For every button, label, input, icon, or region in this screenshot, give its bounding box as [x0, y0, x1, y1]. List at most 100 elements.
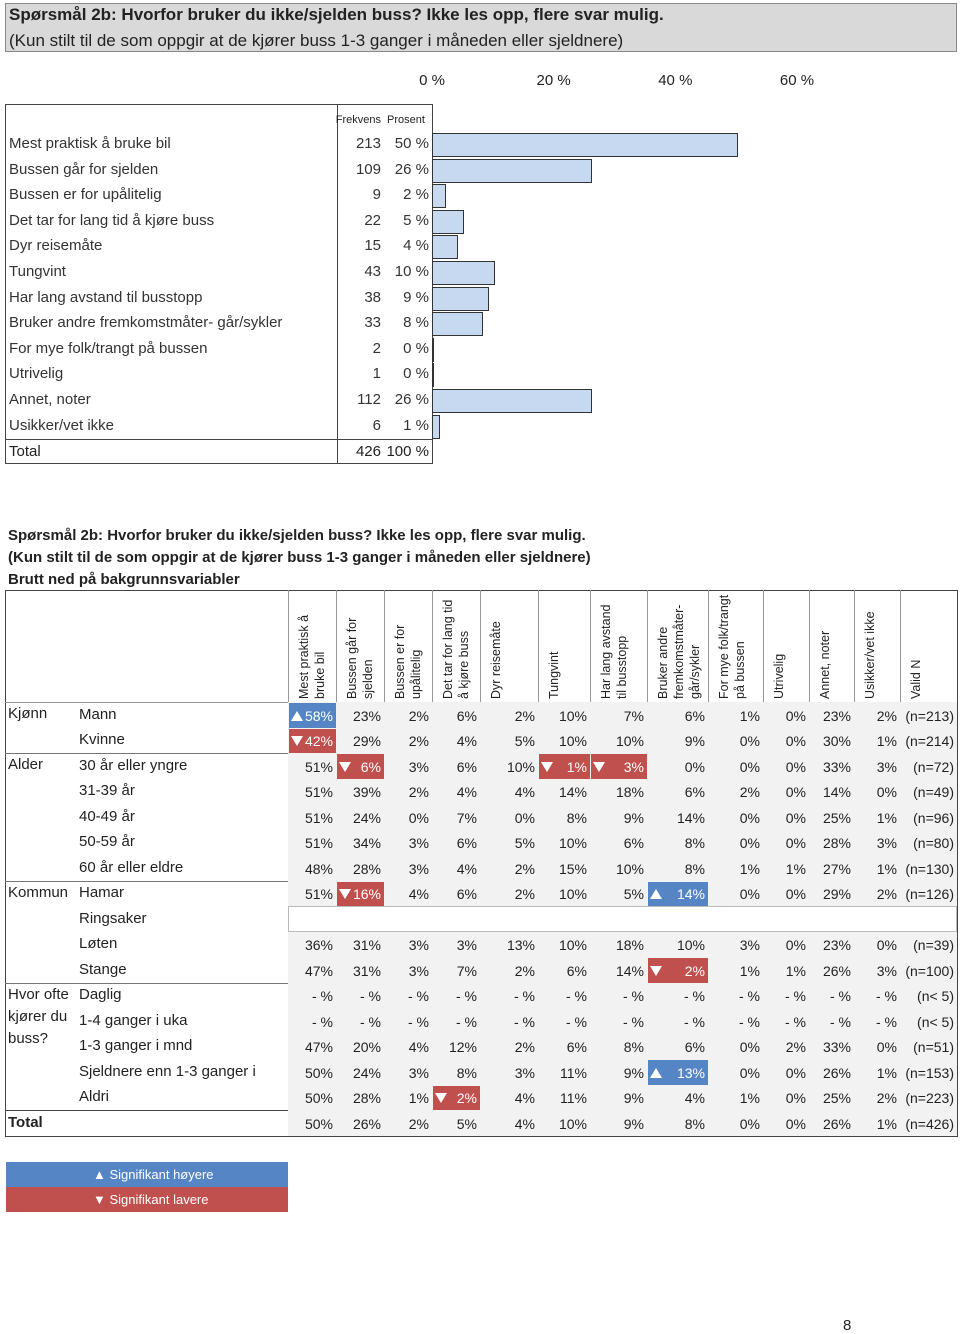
cell-value: (n< 5)	[917, 1013, 954, 1030]
cell-value: 3%	[408, 758, 429, 775]
bar	[432, 363, 434, 388]
percent: 26 %	[394, 391, 429, 408]
cell-value: 0%	[876, 784, 897, 801]
arrow-icon	[339, 889, 351, 900]
row-background	[288, 1059, 957, 1085]
column-header-cell: Bussen er for upålitelig	[384, 593, 432, 701]
frequency: 38	[364, 288, 381, 306]
column-header: Annet, noter	[818, 630, 832, 699]
legend-box	[6, 1162, 288, 1187]
cell-value: - %	[623, 988, 644, 1005]
column-header: Bussen går for sjelden	[345, 617, 375, 699]
cell-value: 6%	[566, 1039, 587, 1056]
row-label: 1-4 ganger i uka	[79, 1011, 188, 1029]
cell-value: 42%	[304, 733, 333, 750]
cell-value: - %	[623, 1013, 644, 1030]
row-background	[288, 727, 957, 753]
sig-arrow	[593, 760, 605, 772]
cell-value: 3%	[514, 1064, 535, 1081]
cell-value: (n=214)	[905, 733, 954, 750]
frequency: 22	[364, 211, 381, 229]
sig-arrow	[291, 709, 303, 721]
cell-value: (n=49)	[913, 784, 954, 801]
cell-value: 34%	[352, 835, 381, 852]
frequency: 9	[372, 186, 381, 204]
cell-value: 47%	[304, 1039, 333, 1056]
cell-value: 16%	[352, 886, 381, 903]
crosstab-title: Brutt ned på bakgrunnsvariabler	[8, 571, 240, 588]
cell-value: 18%	[615, 784, 644, 801]
header-divider	[538, 590, 539, 702]
row-background	[288, 778, 957, 804]
cell-value: 51%	[304, 886, 333, 903]
cell-value: 2%	[408, 733, 429, 750]
cell-value: (n=39)	[913, 937, 954, 954]
cell-value: 27%	[822, 860, 851, 877]
bar	[432, 209, 465, 234]
cell-value: 9%	[623, 809, 644, 826]
group-label: Kjønn	[8, 705, 48, 722]
cell-value: (n=426)	[905, 1115, 954, 1132]
cell-value: 13%	[676, 1064, 705, 1081]
cell-value: 10%	[558, 733, 587, 750]
column-header-cell: Annet, noter	[809, 593, 854, 701]
cell-value: 14%	[558, 784, 587, 801]
row-background	[288, 880, 957, 906]
cell-value: 10%	[558, 707, 587, 724]
row-background	[288, 804, 957, 830]
percent: 10 %	[394, 263, 429, 280]
cell-value: (n=100)	[905, 962, 954, 979]
cell-value: 51%	[304, 758, 333, 775]
cell-value: 1%	[739, 707, 760, 724]
cell-value: 0%	[785, 1064, 806, 1081]
cell-value: - %	[684, 1013, 705, 1030]
cell-value: 0%	[785, 937, 806, 954]
sig-arrow	[291, 734, 303, 747]
row-label: Aldri	[79, 1088, 110, 1106]
cell-value: 6%	[684, 784, 705, 801]
column-header-cell: Tungvint	[538, 593, 590, 701]
cell-value: - %	[312, 988, 333, 1005]
cell-value: 51%	[304, 784, 333, 801]
column-header: Valid N	[909, 659, 923, 699]
cell-value: 0%	[785, 707, 806, 724]
header-divider	[708, 590, 709, 702]
cell-value: 1%	[739, 860, 760, 877]
cell-value: 7%	[456, 962, 477, 979]
header-divider	[288, 590, 289, 702]
row-label: Bussen går for sjelden	[9, 160, 159, 178]
cell-value: 2%	[408, 1115, 429, 1132]
column-header: Frekvens	[335, 114, 381, 126]
cell-value: 4%	[514, 1115, 535, 1132]
cell-value: 6%	[684, 1039, 705, 1056]
cell-value: 0%	[684, 758, 705, 775]
cell-value: 8%	[566, 809, 587, 826]
cell-value: 2%	[876, 886, 897, 903]
x-tick-label: 40 %	[658, 72, 693, 89]
row-label: 1-3 ganger i mnd	[79, 1037, 193, 1055]
cell-value: - %	[830, 988, 851, 1005]
group-label: Alder	[8, 756, 44, 773]
cell-value: 51%	[304, 809, 333, 826]
cell-value: 47%	[304, 962, 333, 979]
cell-value: 50%	[304, 1090, 333, 1107]
cell-value: 7%	[456, 809, 477, 826]
cell-value: 5%	[514, 733, 535, 750]
row-background	[288, 855, 957, 881]
cell-value: 1%	[876, 1064, 897, 1081]
empty-row	[288, 906, 957, 932]
header-divider	[763, 590, 764, 702]
row-background	[288, 982, 957, 1008]
cell-value: 3%	[623, 758, 644, 775]
cell-value: 26%	[822, 1064, 851, 1081]
cell-value: 8%	[456, 1064, 477, 1081]
cell-value: 23%	[822, 707, 851, 724]
row-label: Det tar for lang tid å kjøre buss	[9, 211, 215, 229]
row-label: 40-49 år	[79, 807, 135, 825]
arrow-icon	[339, 761, 351, 772]
cell-value: 1%	[785, 860, 806, 877]
cell-value: - %	[360, 1013, 381, 1030]
cell-value: 11%	[560, 1064, 587, 1081]
cell-value: 0%	[785, 809, 806, 826]
column-header-cell: For mye folk/trangt på bussen	[708, 593, 763, 701]
